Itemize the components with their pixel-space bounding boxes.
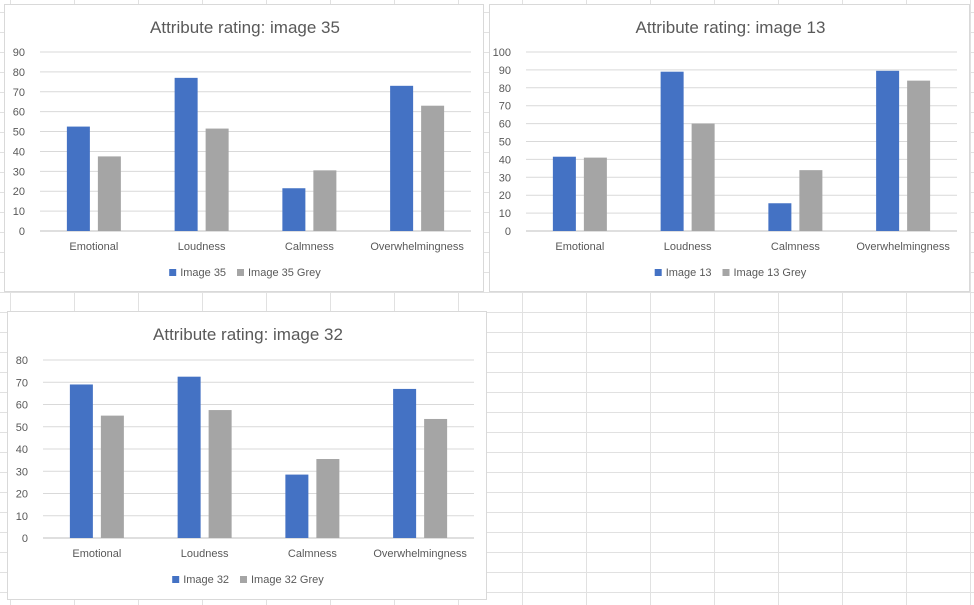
y-tick-label: 60 — [16, 400, 28, 412]
bar — [799, 170, 823, 231]
y-tick-label: 50 — [13, 127, 25, 139]
y-tick-label: 0 — [505, 226, 511, 238]
y-tick-label: 90 — [499, 65, 511, 77]
x-category-label: Calmness — [771, 241, 820, 253]
y-tick-label: 20 — [13, 186, 25, 198]
y-tick-label: 50 — [16, 422, 28, 434]
x-category-label: Overwhelmingness — [373, 548, 467, 560]
y-tick-label: 30 — [13, 166, 25, 178]
bar — [69, 384, 93, 538]
y-tick-label: 70 — [499, 101, 511, 113]
y-tick-label: 80 — [499, 83, 511, 95]
bar — [552, 156, 576, 231]
legend-label: Image 32 — [183, 574, 229, 586]
bar — [208, 410, 232, 538]
bar — [768, 203, 792, 231]
bar — [421, 105, 445, 231]
bar — [313, 170, 337, 231]
y-tick-label: 0 — [19, 226, 25, 238]
chart-canvas: Attribute rating: image 35 0 10 20 30 40 50 60 7… — [13, 18, 471, 279]
y-tick-label: 20 — [16, 489, 28, 501]
legend-swatch — [169, 269, 177, 276]
y-tick-label: 20 — [499, 190, 511, 202]
bar — [393, 388, 417, 538]
y-tick-label: 10 — [499, 208, 511, 220]
legend-swatch — [654, 269, 662, 276]
x-category-label: Loudness — [664, 241, 712, 253]
bar — [174, 77, 198, 231]
legend-swatch — [722, 269, 730, 276]
legend-label: Image 13 Grey — [734, 267, 807, 279]
bar — [285, 474, 309, 538]
chart-canvas: Attribute rating: image 32 0 10 20 30 40 50 60 7… — [16, 325, 474, 586]
bar — [316, 459, 340, 538]
y-tick-label: 70 — [13, 87, 25, 99]
legend-swatch — [240, 576, 247, 583]
legend-label: Image 32 Grey — [251, 574, 324, 586]
chart-title: Attribute rating: image 35 — [150, 18, 340, 37]
bar — [691, 123, 715, 231]
x-category-label: Loudness — [181, 548, 229, 560]
y-tick-label: 0 — [22, 533, 28, 545]
y-tick-label: 40 — [499, 154, 511, 166]
x-category-label: Emotional — [555, 241, 604, 253]
bar — [177, 376, 201, 538]
y-tick-label: 50 — [499, 137, 511, 149]
x-category-label: Overwhelmingness — [856, 241, 950, 253]
y-tick-label: 30 — [16, 466, 28, 478]
x-category-label: Calmness — [288, 548, 337, 560]
chart-title: Attribute rating: image 32 — [153, 325, 343, 344]
y-tick-label: 40 — [13, 146, 25, 158]
x-category-label: Emotional — [69, 241, 118, 253]
y-tick-label: 60 — [13, 107, 25, 119]
chart-panel-image-35[interactable]: Attribute rating: image 35 0 10 20 30 40 50 60 7… — [4, 4, 484, 292]
bar — [390, 85, 414, 231]
chart-title: Attribute rating: image 13 — [636, 18, 826, 37]
legend-swatch — [172, 576, 180, 583]
x-category-label: Emotional — [72, 548, 121, 560]
bar — [100, 415, 124, 538]
chart-panel-image-13[interactable]: Attribute rating: image 13 0 10 20 30 40 50 60 7… — [489, 4, 970, 292]
bar — [583, 157, 607, 231]
chart-canvas: Attribute rating: image 13 0 10 20 30 40 50 60 7… — [493, 18, 957, 279]
y-tick-label: 80 — [16, 355, 28, 367]
bar — [66, 126, 90, 231]
x-category-label: Overwhelmingness — [370, 241, 464, 253]
y-tick-label: 70 — [16, 377, 28, 389]
chart-panel-image-32[interactable]: Attribute rating: image 32 0 10 20 30 40 50 60 7… — [7, 311, 487, 600]
x-category-label: Calmness — [285, 241, 334, 253]
bar — [205, 128, 229, 231]
y-tick-label: 100 — [493, 47, 511, 59]
bar — [876, 70, 900, 231]
y-tick-label: 10 — [13, 206, 25, 218]
bar — [424, 418, 448, 538]
legend-label: Image 13 — [666, 267, 712, 279]
y-tick-label: 60 — [499, 119, 511, 131]
y-tick-label: 80 — [13, 67, 25, 79]
legend-label: Image 35 — [180, 267, 226, 279]
y-tick-label: 30 — [499, 172, 511, 184]
y-tick-label: 10 — [16, 511, 28, 523]
bar — [660, 71, 684, 231]
bar — [282, 188, 306, 231]
bar — [907, 80, 931, 231]
y-tick-label: 40 — [16, 444, 28, 456]
x-category-label: Loudness — [178, 241, 226, 253]
y-tick-label: 90 — [13, 47, 25, 59]
legend-label: Image 35 Grey — [248, 267, 321, 279]
bar — [97, 156, 121, 231]
legend-swatch — [237, 269, 244, 276]
